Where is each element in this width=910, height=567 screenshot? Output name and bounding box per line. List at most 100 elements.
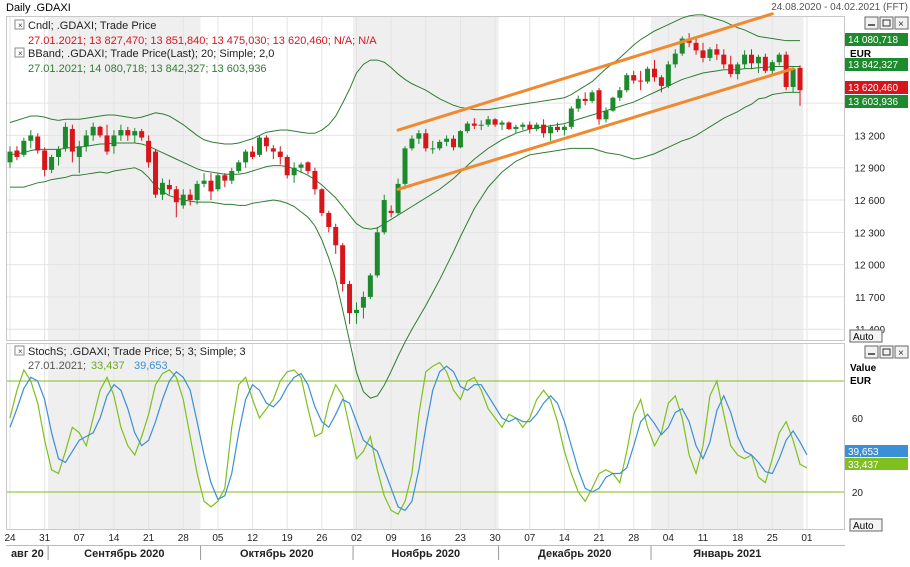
candle xyxy=(312,167,318,195)
price-y-tick-label: 12 300 xyxy=(854,228,885,239)
candle xyxy=(340,243,346,292)
candle xyxy=(90,122,96,141)
svg-text:27.01.2021; 14 080,718; 13 842: 27.01.2021; 14 080,718; 13 842,327; 13 6… xyxy=(28,63,267,75)
price-last-badge: 13 620,460 xyxy=(845,81,908,94)
x-tick-label: 02 xyxy=(351,533,363,544)
svg-text:27.01.2021;: 27.01.2021; xyxy=(28,360,86,372)
candle xyxy=(506,121,512,131)
candle xyxy=(374,226,380,278)
channel-upper-line[interactable] xyxy=(396,12,774,132)
candle xyxy=(201,173,207,188)
month-shade xyxy=(48,17,201,340)
candle xyxy=(582,92,588,106)
candle xyxy=(159,178,165,201)
legend-box-icon[interactable] xyxy=(14,47,25,58)
stoch-k-line xyxy=(9,361,808,516)
stoch-y-tick-label: 60 xyxy=(852,414,864,425)
legend-box-icon[interactable] xyxy=(14,19,25,30)
close-panel-button[interactable] xyxy=(894,345,909,359)
candle xyxy=(83,130,89,152)
candle xyxy=(395,178,401,216)
candle xyxy=(707,47,713,62)
stoch-value-label: Value xyxy=(850,363,877,374)
month-shade xyxy=(651,344,804,529)
candle xyxy=(444,135,450,147)
candle-legend: × Cndl; .GDAXI; Trade Price 27.01.2021; … xyxy=(14,19,377,47)
candle xyxy=(596,88,602,125)
candle xyxy=(610,96,616,112)
x-tick-label: 28 xyxy=(178,533,190,544)
stoch-y-tick-label: 20 xyxy=(852,488,864,499)
channel-lower-line[interactable] xyxy=(396,67,795,191)
candle xyxy=(173,186,179,218)
candle xyxy=(132,127,138,143)
candle xyxy=(180,189,186,209)
candle xyxy=(153,149,159,198)
minimize-panel-button[interactable] xyxy=(864,345,879,359)
price-y-tick-label: 12 600 xyxy=(854,196,885,207)
x-tick-label: 07 xyxy=(524,533,536,544)
close-panel-button[interactable] xyxy=(894,16,909,30)
x-tick-label: 14 xyxy=(108,533,120,544)
stoch-k-badge: 33,437 xyxy=(845,458,908,471)
candle xyxy=(14,146,20,161)
x-tick-label: 12 xyxy=(247,533,259,544)
candle xyxy=(166,179,172,195)
x-tick-label: 25 xyxy=(767,533,779,544)
maximize-panel-button[interactable] xyxy=(879,345,894,359)
candle xyxy=(56,146,62,166)
x-month-label: Декабрь 2020 xyxy=(538,548,612,560)
candle xyxy=(62,122,68,152)
candle xyxy=(451,135,457,151)
stoch-auto-button[interactable]: Auto xyxy=(849,518,883,532)
candle xyxy=(603,107,609,123)
bband-legend: × BBand; .GDAXI; Trade Price(Last); 20; … xyxy=(14,47,274,75)
svg-text:Auto: Auto xyxy=(853,521,874,532)
candle xyxy=(284,154,290,179)
x-tick-label: 18 xyxy=(732,533,744,544)
x-tick-label: 16 xyxy=(420,533,432,544)
candle xyxy=(742,50,748,69)
svg-text:×: × xyxy=(18,347,23,356)
candle xyxy=(492,118,498,127)
price-upper-badge: 14 080,718 xyxy=(845,33,908,46)
x-month-label: Январь 2021 xyxy=(693,548,761,560)
candle xyxy=(478,120,484,131)
date-range: 24.08.2020 - 04.02.2021 (FFT) xyxy=(771,2,908,13)
candle xyxy=(423,128,429,152)
svg-text:13 842,327: 13 842,327 xyxy=(848,60,898,71)
candle xyxy=(554,122,560,133)
svg-text:×: × xyxy=(898,19,904,30)
candle xyxy=(111,130,117,154)
stoch-panel-frame xyxy=(6,343,845,530)
candle xyxy=(416,130,422,145)
candle xyxy=(513,124,519,134)
candle xyxy=(534,122,540,132)
price-auto-button[interactable]: Auto xyxy=(849,329,883,343)
legend-box-icon[interactable] xyxy=(14,345,25,356)
x-tick-label: 11 xyxy=(698,533,709,544)
candle xyxy=(69,124,75,163)
x-month-label: Ноябрь 2020 xyxy=(391,548,460,560)
candle xyxy=(693,38,699,55)
candle xyxy=(527,121,533,134)
candle xyxy=(658,75,664,93)
minimize-panel-button[interactable] xyxy=(864,16,879,30)
candle xyxy=(762,53,768,73)
candle xyxy=(319,188,325,217)
x-tick-label: 28 xyxy=(628,533,640,544)
candle xyxy=(187,189,193,206)
bollinger-lower-line xyxy=(10,91,801,399)
candle xyxy=(347,280,353,324)
candle xyxy=(665,61,671,89)
x-tick-label: 07 xyxy=(74,533,86,544)
candle xyxy=(700,42,706,63)
candle xyxy=(631,70,637,84)
candle xyxy=(575,95,581,112)
maximize-panel-button[interactable] xyxy=(879,16,894,30)
candle xyxy=(617,86,623,101)
price-y-tick-label: 11 700 xyxy=(855,293,885,304)
candle xyxy=(291,162,297,183)
candle xyxy=(250,146,256,160)
